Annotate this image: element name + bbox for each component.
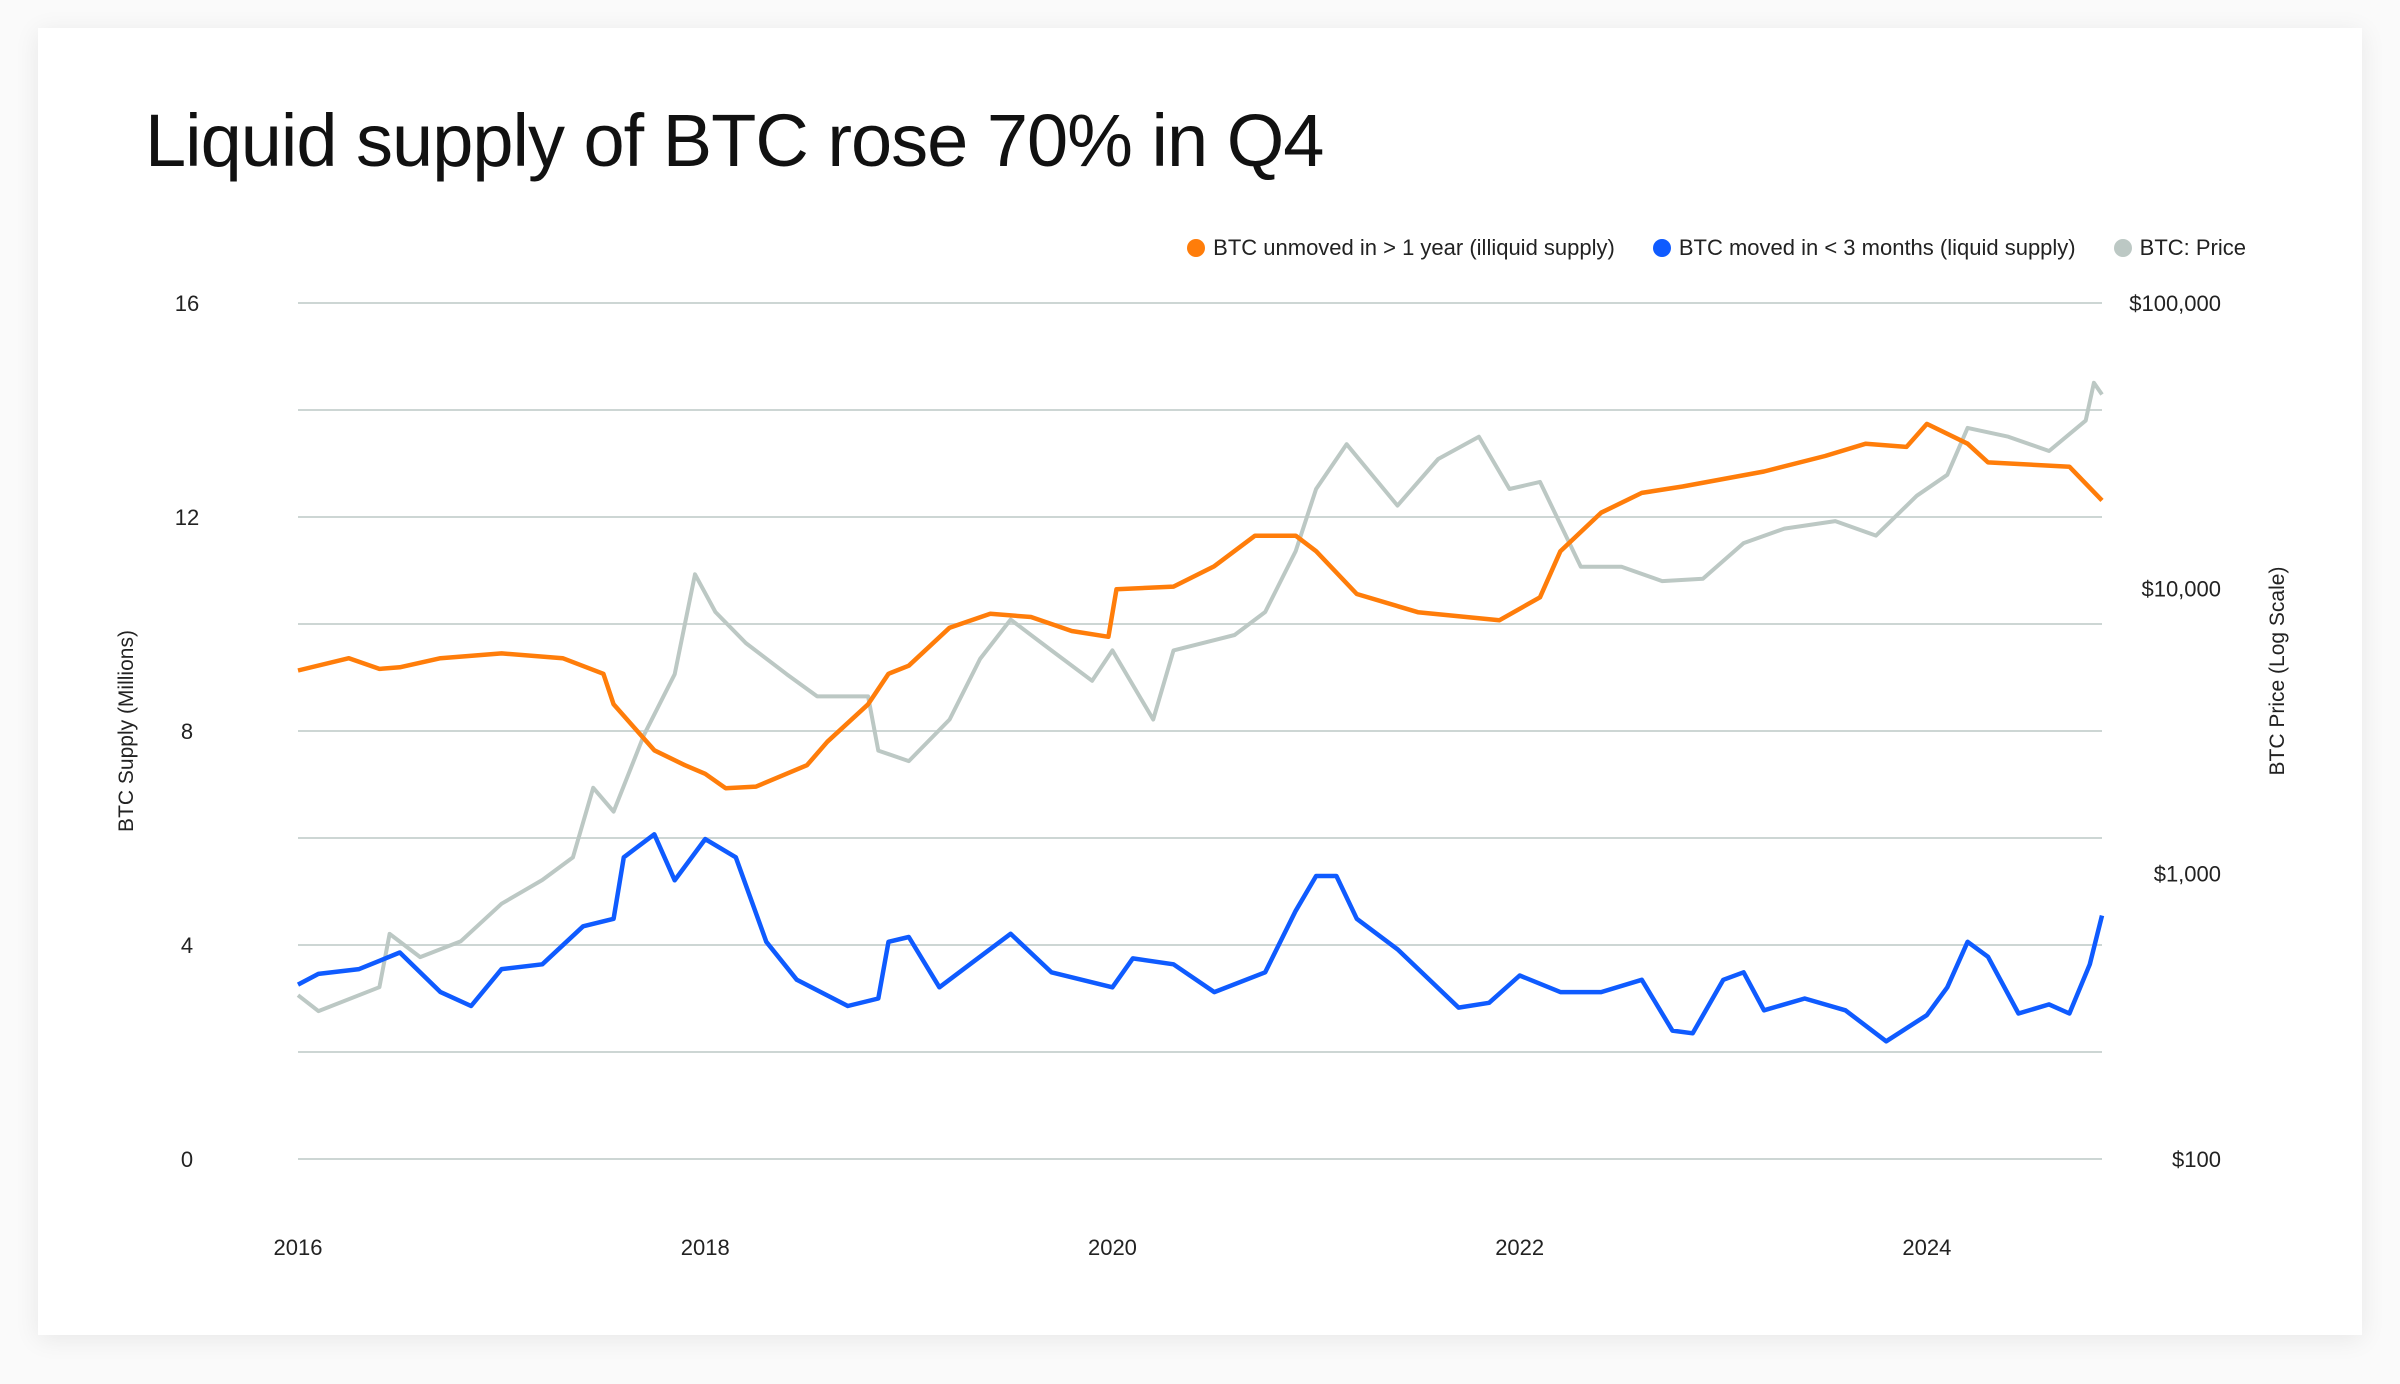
chart-card: Liquid supply of BTC rose 70% in Q4 BTC … — [38, 28, 2362, 1335]
legend-item-illiquid: BTC unmoved in > 1 year (illiquid supply… — [1187, 235, 1615, 261]
legend-item-price: BTC: Price — [2113, 235, 2246, 261]
legend: BTC unmoved in > 1 year (illiquid supply… — [1187, 235, 2246, 261]
series-line-0 — [296, 380, 2104, 1014]
legend-dot-blue-icon — [1652, 239, 1671, 257]
x-tick-label: 2020 — [1088, 1235, 1137, 1260]
chart-title: Liquid supply of BTC rose 70% in Q4 — [145, 99, 1324, 182]
x-tick-label: 2018 — [681, 1235, 730, 1260]
y2-tick-label: $10,000 — [2141, 576, 2221, 601]
series-line-2 — [296, 832, 2105, 1044]
legend-dot-gray-icon — [2113, 239, 2132, 257]
legend-dot-orange-icon — [1187, 239, 1206, 257]
y-tick-label: 4 — [181, 933, 193, 958]
y2-tick-label: $1,000 — [2154, 862, 2221, 887]
y-tick-label: 16 — [175, 291, 199, 316]
x-tick-label: 2022 — [1495, 1235, 1544, 1260]
x-tick-label: 2024 — [1902, 1235, 1951, 1260]
y-axis-title: BTC Supply (Millions) — [115, 630, 138, 832]
y-tick-label: 8 — [181, 719, 193, 744]
series-line-1 — [297, 421, 2104, 791]
y2-tick-label: $100 — [2172, 1147, 2221, 1172]
legend-item-liquid: BTC moved in < 3 months (liquid supply) — [1652, 235, 2076, 261]
y-tick-label: 12 — [175, 505, 199, 530]
legend-label: BTC unmoved in > 1 year (illiquid supply… — [1213, 235, 1615, 260]
y2-axis-title: BTC Price (Log Scale) — [2266, 567, 2289, 776]
y2-tick-label: $100,000 — [2129, 291, 2221, 316]
legend-label: BTC: Price — [2139, 235, 2246, 260]
legend-label: BTC moved in < 3 months (liquid supply) — [1678, 235, 2076, 260]
y-tick-label: 0 — [181, 1147, 193, 1172]
x-tick-label: 2016 — [274, 1235, 323, 1260]
